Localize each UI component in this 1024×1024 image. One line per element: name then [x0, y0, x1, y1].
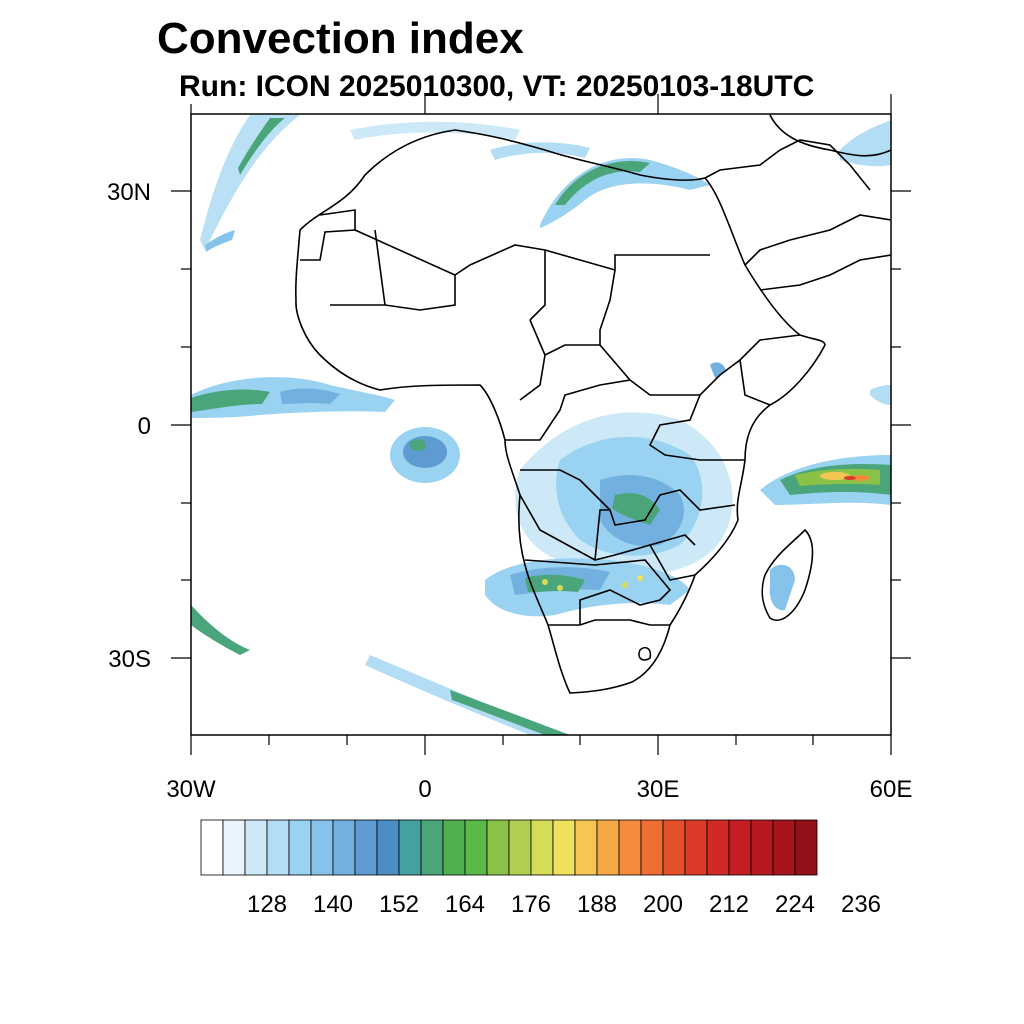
- colorbar-swatch: [266, 819, 290, 876]
- lon-label-60e: 60E: [870, 776, 913, 803]
- colorbar-swatch: [508, 819, 532, 876]
- lat-label-30n: 30N: [107, 179, 151, 206]
- colorbar-label: 212: [709, 891, 749, 918]
- colorbar: [200, 819, 818, 876]
- colorbar-swatch: [464, 819, 488, 876]
- colorbar-swatch: [420, 819, 444, 876]
- colorbar-swatch: [596, 819, 620, 876]
- madagascar-outline: [761, 528, 814, 621]
- colorbar-swatch: [662, 819, 686, 876]
- colorbar-label: 140: [313, 891, 353, 918]
- colorbar-swatch: [332, 819, 356, 876]
- colorbar-swatch: [794, 819, 818, 876]
- colorbar-label: 224: [775, 891, 815, 918]
- colorbar-swatch: [530, 819, 554, 876]
- colorbar-swatch: [222, 819, 246, 876]
- colorbar-label: 152: [379, 891, 419, 918]
- map-panel: [191, 114, 891, 735]
- colorbar-swatch: [442, 819, 466, 876]
- colorbar-swatch: [772, 819, 796, 876]
- convection-field: [191, 115, 891, 735]
- colorbar-swatch: [200, 819, 224, 876]
- colorbar-swatch: [310, 819, 334, 876]
- lat-label-0: 0: [138, 413, 151, 440]
- lon-label-0: 0: [418, 776, 431, 803]
- colorbar-label: 200: [643, 891, 683, 918]
- colorbar-label: 164: [445, 891, 485, 918]
- lon-label-30e: 30E: [637, 776, 680, 803]
- country-borders: [295, 114, 891, 694]
- colorbar-labels: 128 140 152 164 176 188 200 212 224 236: [247, 891, 881, 918]
- colorbar-label: 176: [511, 891, 551, 918]
- colorbar-swatch: [574, 819, 598, 876]
- colorbar-swatch: [244, 819, 268, 876]
- lat-label-30s: 30S: [108, 646, 151, 673]
- colorbar-label: 188: [577, 891, 617, 918]
- colorbar-swatch: [684, 819, 708, 876]
- colorbar-swatch: [750, 819, 774, 876]
- colorbar-label: 128: [247, 891, 287, 918]
- map-subtitle: Run: ICON 2025010300, VT: 20250103-18UTC: [179, 70, 815, 103]
- colorbar-swatch: [288, 819, 312, 876]
- colorbar-swatch: [618, 819, 642, 876]
- colorbar-swatch: [354, 819, 378, 876]
- colorbar-label: 236: [841, 891, 881, 918]
- map-ticks: [171, 94, 911, 755]
- colorbar-swatch: [398, 819, 422, 876]
- colorbar-swatch: [376, 819, 400, 876]
- colorbar-swatch: [706, 819, 730, 876]
- colorbar-swatch: [728, 819, 752, 876]
- colorbar-swatch: [486, 819, 510, 876]
- colorbar-swatch: [552, 819, 576, 876]
- colorbar-swatch: [640, 819, 664, 876]
- map-title: Convection index: [157, 14, 524, 63]
- lon-label-30w: 30W: [166, 776, 216, 803]
